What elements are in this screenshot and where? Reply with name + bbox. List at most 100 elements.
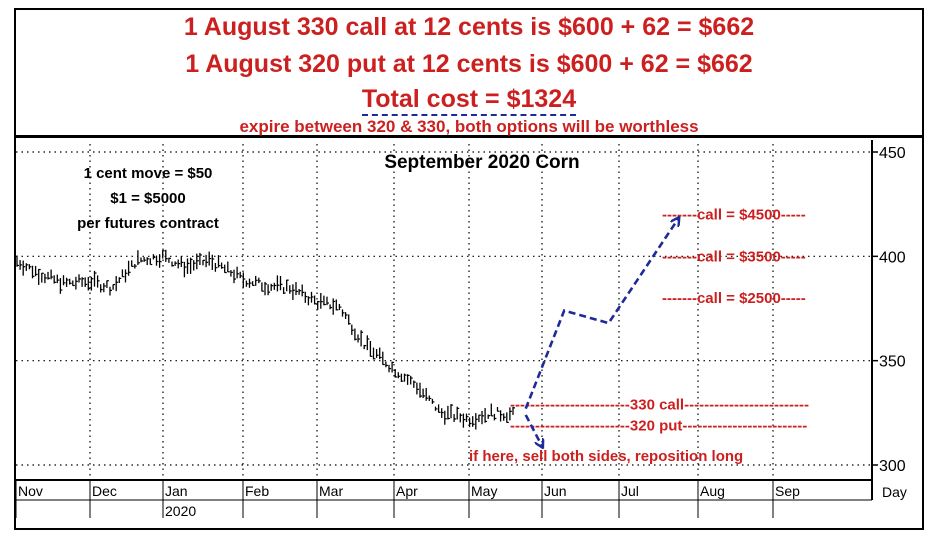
price-bar [115, 276, 119, 292]
price-bar [453, 414, 457, 423]
price-bar [434, 406, 438, 411]
price-bar [289, 285, 292, 294]
price-bar [273, 282, 277, 290]
price-bar [165, 249, 168, 262]
price-bar [171, 261, 174, 267]
chart-title: September 2020 Corn [384, 152, 579, 173]
price-bar [121, 269, 125, 278]
price-bar [261, 282, 264, 292]
price-bar [369, 341, 373, 357]
price-bar [295, 281, 298, 296]
price-bar [112, 283, 116, 290]
price-bar [137, 250, 140, 265]
price-bar [509, 407, 512, 421]
price-bar [441, 408, 444, 418]
price-bar [310, 291, 314, 303]
price-bar [329, 304, 333, 310]
price-bar [344, 312, 348, 320]
y-tick-label: 300 [879, 458, 906, 475]
x-tick-label: Jan [165, 483, 188, 499]
price-bar [233, 269, 236, 284]
price-bar [478, 414, 481, 422]
price-bar [44, 273, 47, 284]
x-tick-label: Sep [775, 483, 800, 499]
price-bar [394, 369, 398, 378]
price-bar [109, 286, 112, 296]
price-bars [16, 249, 515, 430]
level-lines: -------call = $4500----- -------call = $3… [510, 207, 809, 435]
price-bar [286, 279, 289, 292]
price-bar [503, 413, 506, 421]
price-bar [65, 277, 69, 287]
chart-frame: 1 August 330 call at 12 cents is $600 + … [14, 8, 924, 530]
x-tick-label: Nov [18, 483, 43, 499]
price-bar [391, 361, 395, 373]
price-bar [143, 256, 147, 262]
price-bar [146, 257, 150, 266]
price-bar [31, 265, 35, 279]
price-bar [230, 270, 233, 277]
price-bar [211, 254, 215, 270]
price-bar [496, 407, 500, 412]
price-bar [357, 334, 360, 343]
price-bar [267, 284, 271, 296]
price-bar [298, 288, 302, 295]
price-bar [199, 252, 202, 266]
price-bar [468, 417, 472, 428]
price-bar [490, 403, 494, 417]
y-tick-label: 350 [879, 354, 906, 371]
price-bar [363, 344, 367, 350]
note-cent-move: 1 cent move = $50 [84, 165, 213, 182]
call-cost-line: 1 August 330 call at 12 cents is $600 + … [183, 13, 755, 41]
price-bar [276, 275, 280, 292]
price-bar [512, 406, 515, 415]
price-bar [320, 292, 323, 309]
price-bar [16, 255, 19, 267]
header-panel: 1 August 330 call at 12 cents is $600 + … [16, 10, 922, 138]
price-bar [47, 271, 50, 280]
price-bar [69, 278, 72, 285]
price-bar [202, 259, 205, 266]
price-bar [19, 260, 23, 270]
level-label: ------------------------320 put---------… [510, 417, 807, 434]
price-bar [62, 275, 66, 286]
put-cost-line: 1 August 320 put at 12 cents is $600 + 6… [185, 50, 753, 78]
price-bar [422, 388, 426, 399]
price-bar [59, 278, 63, 294]
price-bar [456, 406, 460, 420]
price-bar [242, 272, 246, 288]
expiry-note: expire between 320 & 330, both options w… [239, 117, 699, 136]
price-bar [236, 266, 240, 279]
price-bar [227, 261, 230, 273]
x-tick-label: Mar [319, 483, 343, 499]
price-bar [447, 405, 450, 420]
price-bar [22, 260, 26, 276]
price-bar [292, 284, 295, 300]
price-bar [28, 264, 32, 270]
price-bar [499, 410, 503, 422]
price-bar [428, 395, 432, 401]
price-bar [351, 324, 354, 335]
x-tick-label: Feb [245, 483, 269, 499]
level-label: -------call = $4500----- [662, 207, 806, 224]
price-bar [264, 281, 267, 296]
price-bar [475, 413, 478, 430]
price-bar [106, 280, 109, 288]
price-bar [134, 264, 137, 269]
price-bar [431, 398, 435, 404]
price-bar [487, 414, 491, 419]
grid-lines [16, 144, 872, 480]
price-bar [341, 309, 345, 317]
price-bar [245, 280, 249, 287]
y-tick-label: 450 [879, 145, 906, 162]
price-bar [462, 413, 466, 428]
price-bar [304, 291, 308, 303]
level-label: -------call = $2500----- [662, 290, 806, 307]
price-bar [217, 255, 221, 268]
price-bar [186, 258, 190, 274]
price-bar [465, 413, 469, 423]
price-bar [375, 349, 379, 358]
price-bar [279, 276, 283, 291]
price-bar [193, 260, 196, 271]
price-bar [196, 253, 199, 270]
